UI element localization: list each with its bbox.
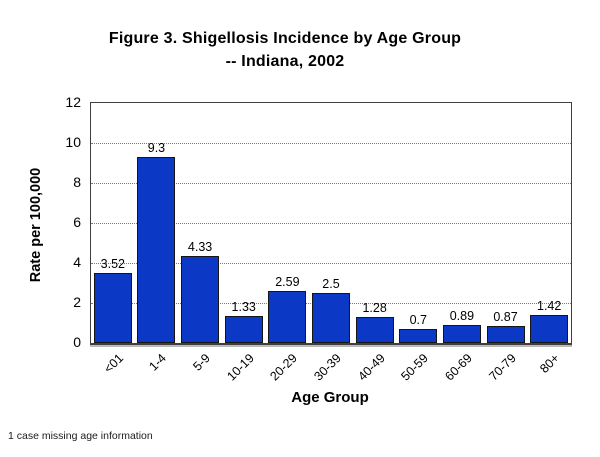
bar-value-label: 1.28 [362, 301, 387, 316]
bar-value-label: 0.87 [493, 309, 518, 324]
bar-80+ [530, 314, 569, 343]
bar-<01 [93, 272, 132, 343]
chart-title-line2: -- Indiana, 2002 [225, 53, 345, 70]
bar-60-69 [442, 325, 481, 343]
x-tick-label: 80+ [537, 351, 563, 376]
x-tick-label: <01 [100, 351, 126, 376]
y-tick-label: 4 [73, 254, 81, 270]
x-tick-label: 5-9 [190, 351, 213, 374]
bar-value-label: 2.5 [322, 277, 340, 291]
bar-value-label: 9.3 [147, 141, 166, 155]
gridline [91, 223, 571, 224]
footnote: 1 case missing age information [8, 430, 153, 442]
bar-value-label: 3.52 [100, 256, 125, 271]
x-tick-label: 40-49 [355, 351, 388, 384]
y-tick-label: 8 [73, 174, 81, 190]
bar-value-label: 1.42 [537, 298, 562, 313]
bar-5-9 [181, 256, 220, 343]
x-tick-label: 20-29 [267, 351, 301, 384]
bar-10-19 [224, 316, 263, 343]
x-tick-label: 70-79 [485, 351, 519, 384]
bar-value-label: 0.7 [409, 313, 427, 327]
bar-value-label: 1.33 [231, 300, 256, 315]
bar-value-label: 0.89 [449, 309, 475, 324]
x-tick-label: 10-19 [224, 351, 257, 384]
x-tick-label: 50-59 [398, 351, 432, 384]
y-tick-label: 10 [65, 134, 81, 150]
bar-40-49 [355, 317, 394, 343]
bar-value-label: 2.59 [275, 275, 300, 290]
y-tick-label: 0 [73, 334, 81, 350]
x-axis-title: Age Group [291, 389, 369, 406]
chart-title-line1: Figure 3. Shigellosis Incidence by Age G… [108, 30, 462, 47]
bar-value-label: 4.33 [187, 240, 213, 255]
gridline [91, 263, 571, 264]
gridline [91, 143, 571, 144]
bar-20-29 [268, 291, 307, 343]
y-tick-label: 6 [73, 214, 81, 230]
x-tick-label: 1-4 [146, 351, 170, 374]
plot-area: 3.52 9.3 4.33 1.33 2.59 2.5 1.28 0.7 0.89 0.87 1.4… [90, 102, 572, 345]
gridline [91, 183, 571, 184]
bar-50-59 [399, 329, 438, 343]
bar-70-79 [486, 325, 525, 343]
bar-1-4 [137, 157, 176, 343]
chart-title: Figure 3. Shigellosis Incidence by Age G… [0, 27, 570, 73]
x-tick-label: 30-39 [311, 351, 344, 384]
y-tick-label: 2 [73, 294, 81, 310]
bar-30-39 [312, 293, 350, 343]
y-tick-label: 12 [65, 94, 81, 110]
x-tick-label: 60-69 [442, 351, 475, 384]
